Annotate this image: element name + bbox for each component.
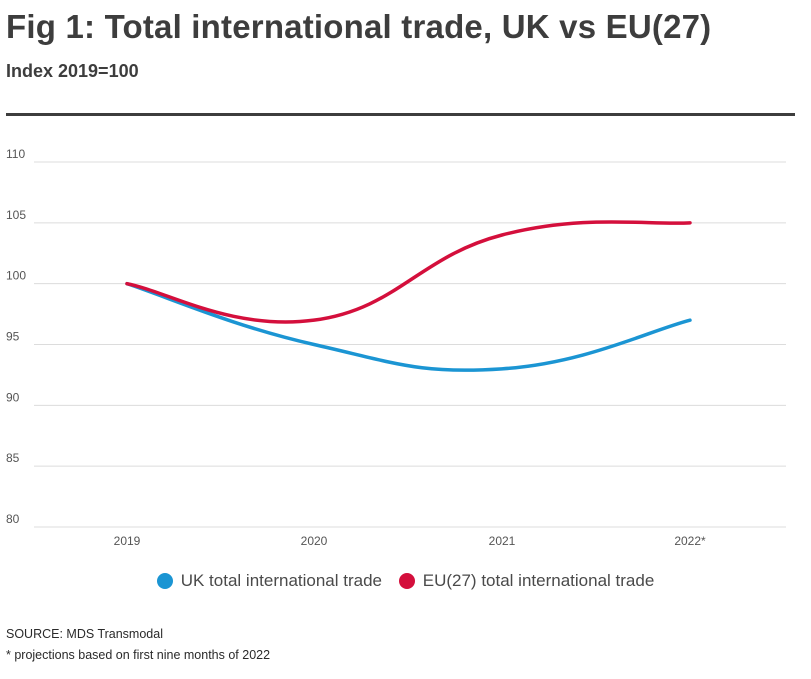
y-axis-ticks: 80 85 90 95 100 105 110 bbox=[6, 147, 26, 526]
series-line-uk bbox=[125, 281, 692, 372]
legend-dot-eu bbox=[398, 573, 415, 589]
y-tick-label: 85 bbox=[6, 451, 20, 465]
series-lines bbox=[125, 220, 692, 372]
legend-label-uk: UK total international trade bbox=[180, 571, 383, 590]
x-tick-label: 2020 bbox=[301, 534, 328, 548]
legend-dot-uk bbox=[156, 573, 173, 589]
chart-legend: UK total international trade EU(27) tota… bbox=[0, 571, 811, 594]
y-tick-label: 110 bbox=[6, 147, 25, 161]
y-tick-label: 100 bbox=[6, 269, 26, 283]
legend-item-uk: UK total international trade bbox=[156, 571, 383, 591]
y-tick-label: 80 bbox=[6, 512, 20, 526]
legend-item-eu: EU(27) total international trade bbox=[398, 571, 655, 591]
footnote: * projections based on first nine months… bbox=[6, 648, 271, 662]
legend-label-eu: EU(27) total international trade bbox=[422, 571, 655, 590]
line-chart: 80 85 90 95 100 105 110 2019 2020 2021 2022* bbox=[6, 147, 786, 548]
y-tick-label: 105 bbox=[6, 208, 26, 222]
series-line-eu bbox=[125, 220, 692, 324]
x-tick-label: 2019 bbox=[114, 534, 141, 548]
x-tick-label: 2021 bbox=[489, 534, 516, 548]
source-note: SOURCE: MDS Transmodal bbox=[6, 627, 163, 641]
grid-lines bbox=[34, 161, 786, 528]
y-tick-label: 95 bbox=[6, 330, 20, 344]
title-divider bbox=[6, 113, 795, 116]
x-axis-ticks: 2019 2020 2021 2022* bbox=[114, 534, 706, 548]
y-tick-label: 90 bbox=[6, 390, 20, 404]
chart-subtitle: Index 2019=100 bbox=[6, 61, 139, 81]
x-tick-label: 2022* bbox=[674, 534, 706, 548]
chart-title: Fig 1: Total international trade, UK vs … bbox=[6, 8, 712, 45]
